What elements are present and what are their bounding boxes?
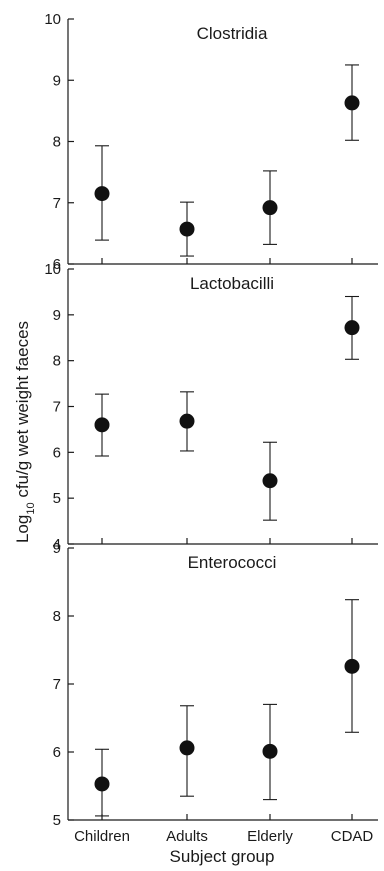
data-point-enterococci-children bbox=[94, 776, 110, 792]
data-point-lactobacilli-elderly bbox=[262, 473, 278, 489]
y-tick-label-enterococci: 7 bbox=[53, 676, 61, 693]
y-tick-label-clostridia: 9 bbox=[53, 72, 61, 89]
panel-title-enterococci: Enterococci bbox=[188, 553, 277, 572]
data-point-clostridia-children bbox=[94, 186, 110, 202]
y-tick-label-lactobacilli: 6 bbox=[53, 444, 61, 461]
y-tick-label-clostridia: 6 bbox=[53, 256, 61, 273]
y-tick-label-lactobacilli: 9 bbox=[53, 307, 61, 324]
x-tick-label-cdad: CDAD bbox=[331, 828, 374, 845]
x-tick-label-adults: Adults bbox=[166, 828, 208, 845]
data-point-enterococci-cdad bbox=[344, 658, 360, 674]
x-tick-label-children: Children bbox=[74, 828, 130, 845]
x-tick-label-elderly: Elderly bbox=[247, 828, 293, 845]
y-tick-label-lactobacilli: 5 bbox=[53, 490, 61, 507]
panel-title-clostridia: Clostridia bbox=[197, 24, 268, 43]
y-tick-label-clostridia: 7 bbox=[53, 195, 61, 212]
data-point-clostridia-cdad bbox=[344, 95, 360, 111]
data-point-lactobacilli-adults bbox=[179, 413, 195, 429]
y-axis-title-post: cfu/g wet weight faeces bbox=[13, 321, 32, 502]
data-point-clostridia-elderly bbox=[262, 200, 278, 216]
data-point-lactobacilli-children bbox=[94, 417, 110, 433]
y-axis-title-sub: 10 bbox=[25, 502, 37, 514]
y-axis-title-pre: Log bbox=[13, 515, 32, 543]
y-tick-label-lactobacilli: 4 bbox=[53, 536, 61, 553]
y-tick-label-enterococci: 6 bbox=[53, 744, 61, 761]
y-tick-label-enterococci: 8 bbox=[53, 608, 61, 625]
data-point-enterococci-elderly bbox=[262, 743, 278, 759]
y-tick-label-clostridia: 8 bbox=[53, 134, 61, 151]
data-point-enterococci-adults bbox=[179, 740, 195, 756]
y-tick-label-enterococci: 5 bbox=[53, 812, 61, 829]
y-tick-label-enterococci: 9 bbox=[53, 540, 61, 557]
panel-title-lactobacilli: Lactobacilli bbox=[190, 274, 274, 293]
data-point-clostridia-adults bbox=[179, 221, 195, 237]
y-axis-title: Log10 cfu/g wet weight faeces bbox=[13, 321, 37, 543]
y-tick-label-lactobacilli: 8 bbox=[53, 353, 61, 370]
x-axis-title: Subject group bbox=[170, 847, 275, 866]
y-tick-label-lactobacilli: 10 bbox=[44, 261, 61, 278]
data-point-lactobacilli-cdad bbox=[344, 320, 360, 336]
y-tick-label-lactobacilli: 7 bbox=[53, 399, 61, 416]
y-tick-label-clostridia: 10 bbox=[44, 11, 61, 28]
